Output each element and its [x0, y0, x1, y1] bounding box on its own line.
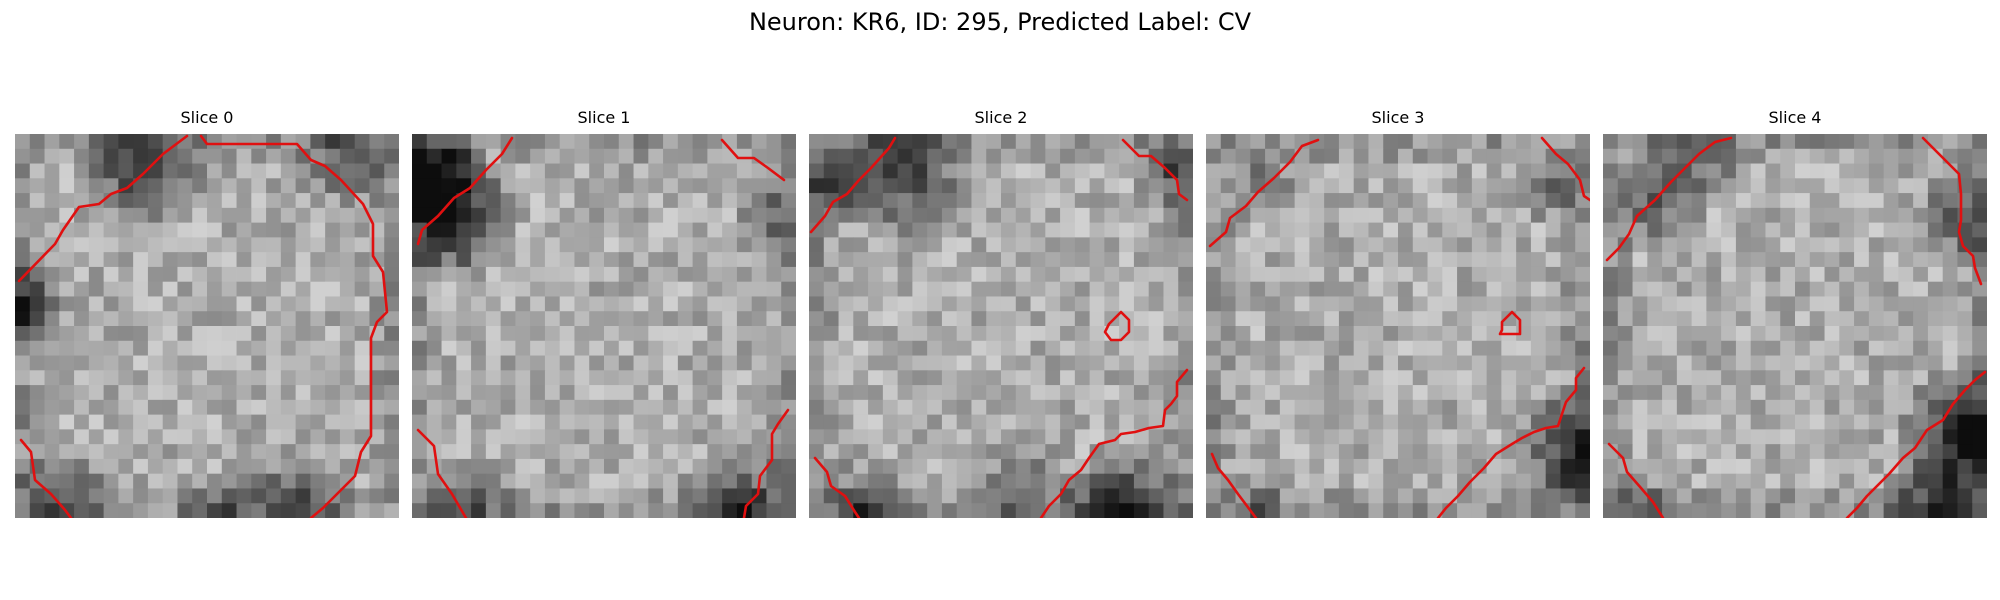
contour-line	[17, 134, 189, 283]
contour-line	[1039, 368, 1189, 518]
contour-line	[1921, 136, 1983, 286]
contour-line	[1210, 452, 1258, 518]
contour-line	[1605, 136, 1733, 262]
slice-image-4	[1603, 134, 1987, 518]
slice-title-2: Slice 2	[974, 108, 1028, 127]
slice-image-0	[15, 134, 399, 518]
contour-line	[1208, 138, 1320, 248]
slice-image-2	[809, 134, 1193, 518]
contour-line	[19, 438, 73, 518]
slice-title-4: Slice 4	[1768, 108, 1822, 127]
contour-line	[199, 134, 389, 518]
slice-title-0: Slice 0	[180, 108, 234, 127]
contour-line	[1436, 366, 1586, 518]
slice-image-3	[1206, 134, 1590, 518]
contour-line	[1103, 310, 1131, 342]
contour-line	[416, 428, 468, 518]
contour-line	[742, 408, 790, 518]
contour-line	[720, 138, 786, 182]
contour-line	[1540, 136, 1590, 202]
contour-line	[809, 136, 897, 234]
figure-title: Neuron: KR6, ID: 295, Predicted Label: C…	[748, 8, 1252, 36]
contour-line	[1121, 138, 1189, 202]
contour-line	[813, 456, 861, 518]
contour-line	[1498, 310, 1522, 336]
slice-image-1	[412, 134, 796, 518]
slice-title-3: Slice 3	[1371, 108, 1425, 127]
contour-line	[416, 136, 514, 246]
contour-line	[1607, 442, 1665, 518]
slice-title-1: Slice 1	[577, 108, 631, 127]
contour-line	[1845, 370, 1987, 518]
